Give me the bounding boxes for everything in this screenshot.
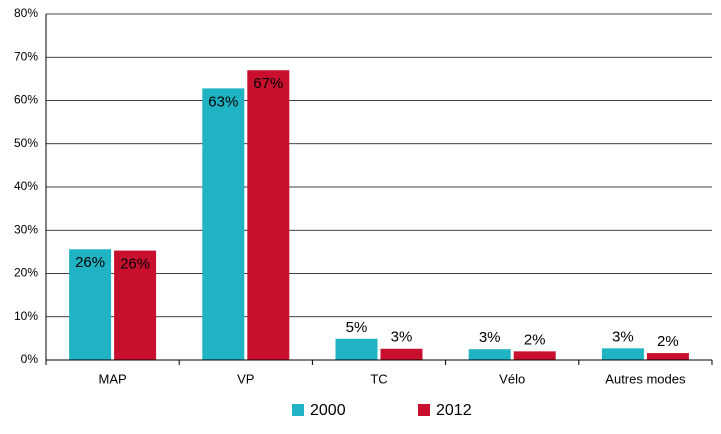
x-tick-label: VP [237, 371, 254, 386]
y-tick-label: 20% [14, 266, 38, 280]
data-label: 3% [612, 328, 634, 345]
data-label: 2% [524, 331, 546, 348]
data-label: 3% [391, 329, 413, 346]
bar [69, 249, 112, 360]
y-tick-label: 80% [14, 6, 38, 20]
data-label: 67% [253, 75, 283, 92]
y-tick-label: 10% [14, 309, 38, 323]
data-label: 5% [346, 319, 368, 336]
bar [468, 349, 511, 360]
bar [513, 351, 556, 360]
bar [335, 338, 378, 360]
bar [247, 70, 290, 360]
bar [114, 250, 157, 360]
x-tick-label: Vélo [499, 371, 525, 386]
x-tick-label: MAP [99, 371, 127, 386]
bar [646, 353, 689, 360]
y-tick-label: 30% [14, 222, 38, 236]
x-tick-label: Autres modes [605, 371, 686, 386]
legend-label: 2012 [436, 402, 472, 419]
y-tick-label: 40% [14, 179, 38, 193]
data-label: 2% [657, 333, 679, 350]
data-label: 63% [208, 93, 238, 110]
x-tick-label: TC [370, 371, 387, 386]
y-tick-label: 70% [14, 49, 38, 63]
bar [601, 348, 644, 360]
legend-label: 2000 [310, 402, 346, 419]
y-tick-label: 50% [14, 136, 38, 150]
data-label: 26% [75, 254, 105, 271]
y-tick-label: 0% [21, 352, 39, 366]
data-label: 3% [479, 329, 501, 346]
legend-swatch [418, 404, 430, 416]
y-tick-label: 60% [14, 93, 38, 107]
bar [380, 348, 423, 360]
legend-swatch [292, 404, 304, 416]
data-label: 26% [120, 256, 150, 273]
bar [202, 88, 245, 360]
